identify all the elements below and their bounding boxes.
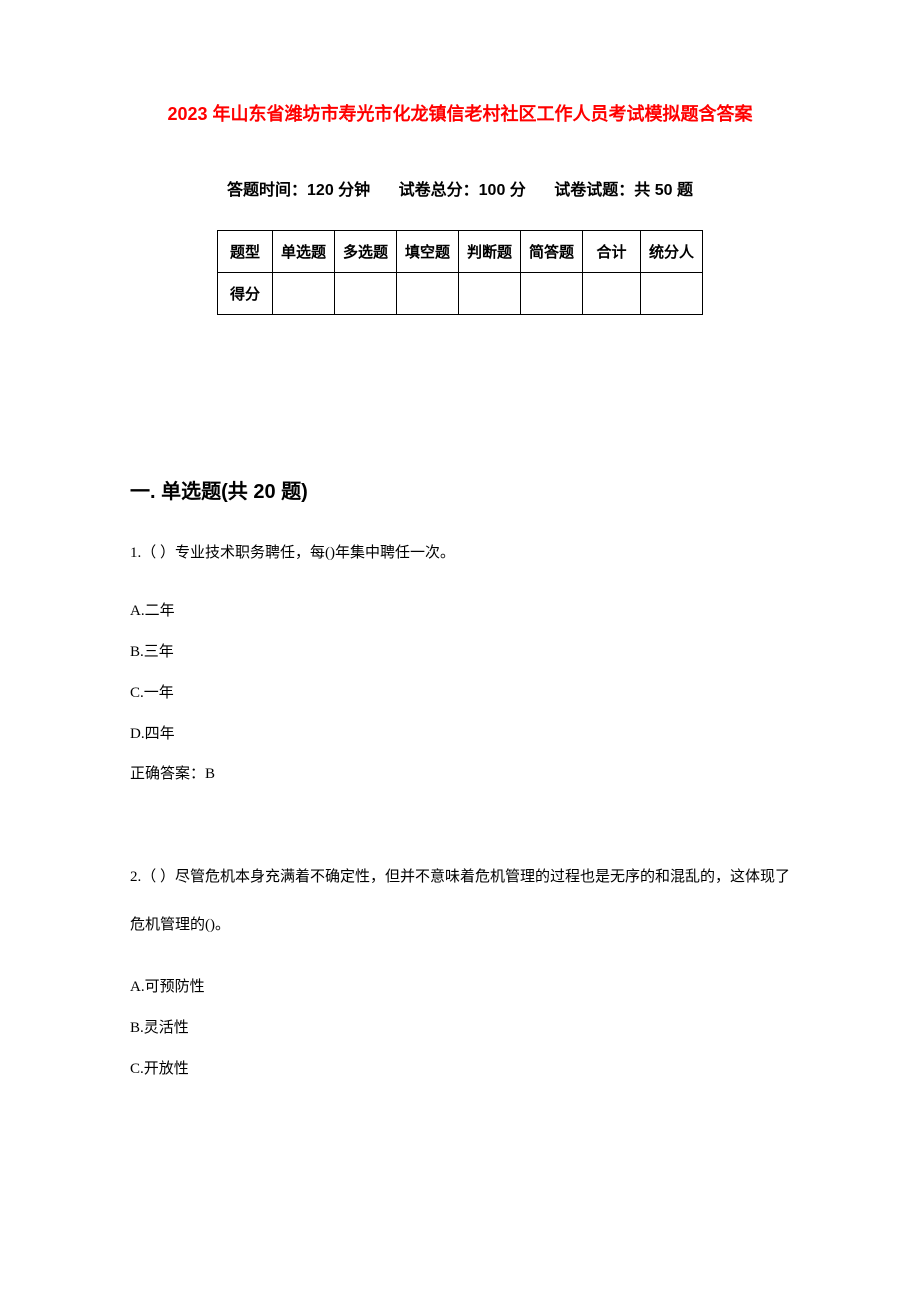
- table-header-cell: 判断题: [459, 231, 521, 273]
- option-c: C.一年: [130, 680, 790, 707]
- option-c: C.开放性: [130, 1056, 790, 1083]
- question-stem: 1.（ ）专业技术职务聘任，每()年集中聘任一次。: [130, 534, 790, 573]
- table-header-cell: 多选题: [334, 231, 396, 273]
- option-b: B.三年: [130, 639, 790, 666]
- table-cell: [272, 273, 334, 315]
- question-1: 1.（ ）专业技术职务聘任，每()年集中聘任一次。 A.二年 B.三年 C.一年…: [130, 534, 790, 783]
- table-cell: [521, 273, 583, 315]
- exam-info-bar: 答题时间：120 分钟 试卷总分：100 分 试卷试题：共 50 题: [130, 176, 790, 200]
- question-stem: 2.（ ）尽管危机本身充满着不确定性，但并不意味着危机管理的过程也是无序的和混乱…: [130, 853, 790, 949]
- table-cell: [583, 273, 641, 315]
- table-header-row: 题型 单选题 多选题 填空题 判断题 简答题 合计 统分人: [217, 231, 702, 273]
- table-header-cell: 题型: [217, 231, 272, 273]
- section-heading: 一. 单选题(共 20 题): [130, 475, 790, 504]
- exam-total-questions: 试卷试题：共 50 题: [554, 182, 693, 199]
- option-b: B.灵活性: [130, 1015, 790, 1042]
- exam-total-score: 试卷总分：100 分: [399, 182, 526, 199]
- table-row-label: 得分: [217, 273, 272, 315]
- document-title: 2023 年山东省潍坊市寿光市化龙镇信老村社区工作人员考试模拟题含答案: [130, 100, 790, 126]
- exam-time: 答题时间：120 分钟: [227, 182, 370, 199]
- question-2: 2.（ ）尽管危机本身充满着不确定性，但并不意味着危机管理的过程也是无序的和混乱…: [130, 853, 790, 1083]
- table-header-cell: 统分人: [641, 231, 703, 273]
- option-d: D.四年: [130, 721, 790, 748]
- table-header-cell: 填空题: [396, 231, 458, 273]
- table-cell: [459, 273, 521, 315]
- table-header-cell: 简答题: [521, 231, 583, 273]
- table-score-row: 得分: [217, 273, 702, 315]
- table-cell: [396, 273, 458, 315]
- score-table: 题型 单选题 多选题 填空题 判断题 简答题 合计 统分人 得分: [217, 230, 703, 315]
- option-a: A.二年: [130, 598, 790, 625]
- table-cell: [641, 273, 703, 315]
- table-cell: [334, 273, 396, 315]
- table-header-cell: 单选题: [272, 231, 334, 273]
- table-header-cell: 合计: [583, 231, 641, 273]
- correct-answer: 正确答案：B: [130, 762, 790, 783]
- option-a: A.可预防性: [130, 974, 790, 1001]
